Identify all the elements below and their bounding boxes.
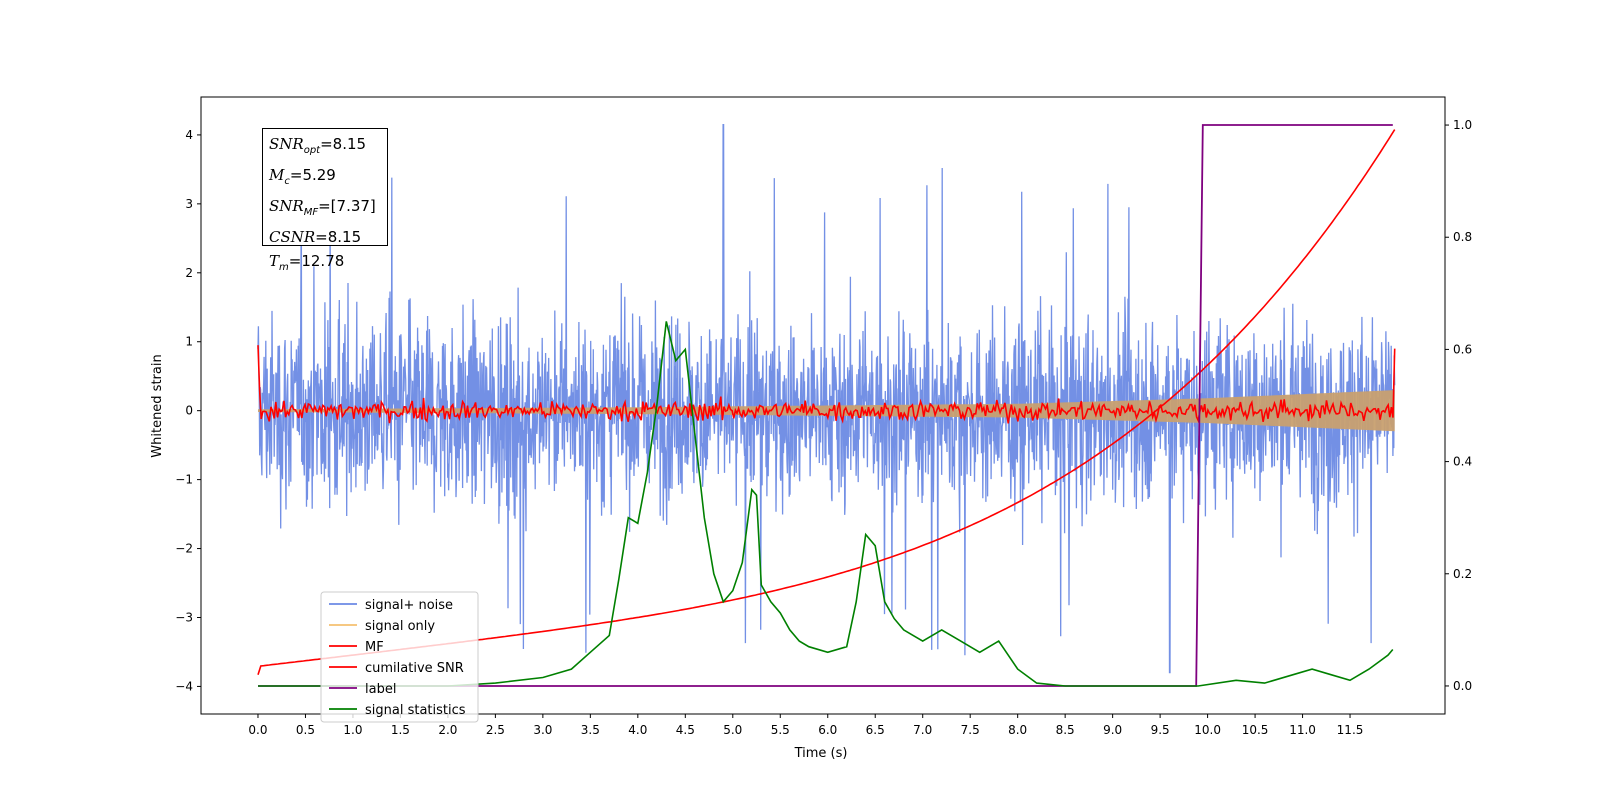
x-tick-label: 1.5: [391, 723, 410, 737]
x-axis-label: Time (s): [794, 746, 848, 761]
x-axis: 0.0 0.5 1.0 1.5 2.0 2.5 3.0 3.5 4.0 4.5 5.0 5.5 6.0 6…: [248, 714, 1363, 737]
x-tick-label: 5.5: [771, 723, 790, 737]
y-tick-label: −2: [175, 542, 193, 556]
x-tick-label: 0.5: [296, 723, 315, 737]
y2-tick-label: 0.8: [1453, 230, 1472, 244]
x-tick-label: 7.0: [913, 723, 932, 737]
x-tick-label: 11.5: [1337, 723, 1364, 737]
series-mf-line: [257, 345, 1396, 424]
legend: signal+ noise signal only MF cumilative SNR…: [320, 591, 479, 723]
annotation-snr-opt: SNRopt=8.15: [269, 135, 367, 156]
x-tick-label: 9.5: [1151, 723, 1170, 737]
x-tick-label: 7.5: [961, 723, 980, 737]
x-tick-label: 10.0: [1194, 723, 1221, 737]
y-axis-left: 4 3 2 1 0 −1 −2 −3 −4: [175, 128, 201, 693]
legend-item-label: signal statistics: [365, 703, 466, 718]
series-signal-noise-line: [257, 123, 1396, 674]
annotation-tm: Tm=12.78: [269, 252, 345, 273]
x-tick-label: 11.0: [1289, 723, 1316, 737]
y-tick-label: −1: [175, 473, 193, 487]
x-tick-label: 8.5: [1056, 723, 1075, 737]
y-tick-label: 3: [185, 197, 193, 211]
x-tick-label: 8.0: [1008, 723, 1027, 737]
y2-tick-label: 0.6: [1453, 342, 1472, 356]
legend-item-label: label: [365, 682, 396, 697]
y2-tick-label: 0.2: [1453, 567, 1472, 581]
y2-tick-label: 0.0: [1453, 679, 1472, 693]
y-tick-label: 0: [185, 404, 193, 418]
legend-frame: [320, 591, 479, 723]
annotation-csnr: CSNR=8.15: [269, 228, 362, 246]
x-tick-label: 10.5: [1242, 723, 1269, 737]
x-tick-label: 9.0: [1103, 723, 1122, 737]
y2-tick-label: 0.4: [1453, 455, 1472, 469]
annotation-snr-mf: SNRMF=[7.37]: [269, 197, 376, 218]
y-axis-label: Whitened strain: [150, 354, 165, 457]
x-tick-label: 1.0: [343, 723, 362, 737]
y-tick-label: 2: [185, 266, 193, 280]
x-tick-label: 4.0: [628, 723, 647, 737]
y-axis-right: 1.0 0.8 0.6 0.4 0.2 0.0: [1445, 118, 1472, 693]
y2-tick-label: 1.0: [1453, 118, 1472, 132]
annotation-mc: Mc=5.29: [269, 166, 336, 187]
x-tick-label: 6.5: [866, 723, 885, 737]
plot-frame: [200, 96, 1446, 715]
annotation-box: SNRopt=8.15 Mc=5.29 SNRMF=[7.37] CSNR=8.…: [262, 128, 388, 273]
series-label-line: [258, 124, 1393, 687]
x-tick-label: 3.0: [533, 723, 552, 737]
y-tick-label: −4: [175, 679, 193, 693]
y-tick-label: 4: [185, 128, 193, 142]
x-tick-label: 4.5: [676, 723, 695, 737]
legend-item-label: signal only: [365, 619, 435, 634]
series-signal-only-band: [258, 390, 1395, 432]
y-tick-label: 1: [185, 335, 193, 349]
legend-item-label: cumilative SNR: [365, 661, 464, 676]
x-tick-label: 2.5: [486, 723, 505, 737]
x-tick-label: 3.5: [581, 723, 600, 737]
x-tick-label: 6.0: [818, 723, 837, 737]
legend-item-label: signal+ noise: [365, 598, 453, 613]
x-tick-label: 0.0: [248, 723, 267, 737]
y-tick-label: −3: [175, 610, 193, 624]
x-tick-label: 2.0: [438, 723, 457, 737]
legend-item-label: MF: [365, 640, 384, 655]
x-tick-label: 5.0: [723, 723, 742, 737]
series-signal-statistics-line: [258, 321, 1394, 687]
